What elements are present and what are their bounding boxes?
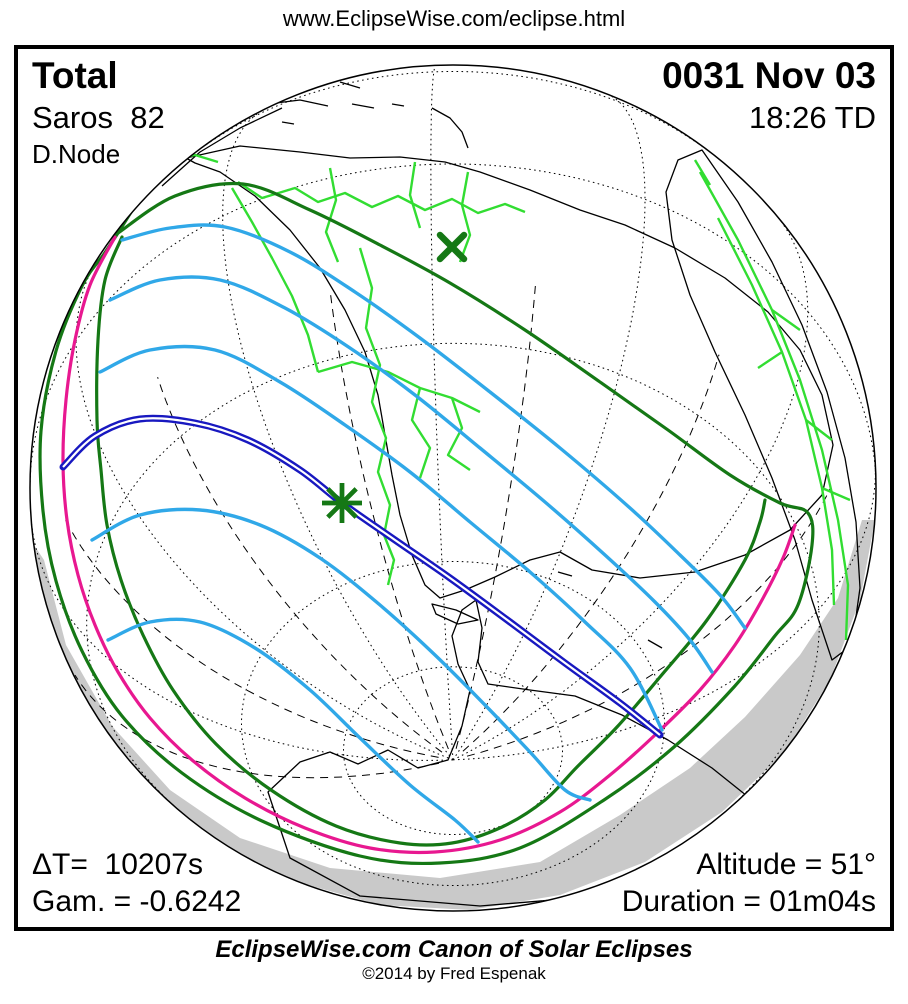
greatest-eclipse-center bbox=[336, 497, 348, 509]
eclipse-time-label: 18:26 TD bbox=[749, 100, 876, 135]
coast-falkland-islands bbox=[557, 571, 573, 577]
coast-hispaniola bbox=[351, 103, 375, 109]
penumbral-limit-north-loop bbox=[38, 181, 815, 866]
country-border bbox=[458, 171, 472, 263]
country-border bbox=[324, 167, 340, 263]
copyright-text: ©2014 by Fred Espenak bbox=[362, 964, 546, 983]
country-border bbox=[716, 217, 836, 606]
coast-south-america bbox=[185, 145, 834, 599]
night-region bbox=[34, 520, 875, 910]
gamma-label: Gam. = -0.6242 bbox=[32, 885, 242, 918]
country-border bbox=[757, 351, 783, 369]
saros-label: Saros 82 bbox=[32, 100, 165, 135]
country-border bbox=[693, 159, 712, 186]
magnitude-contour-3 bbox=[98, 344, 664, 732]
country-border bbox=[771, 309, 801, 331]
node-label: D.Node bbox=[32, 139, 121, 169]
country-border bbox=[358, 247, 396, 586]
globe-limb bbox=[29, 64, 877, 912]
coast-bahamas bbox=[339, 81, 361, 89]
magnitude-contour-5 bbox=[106, 617, 480, 844]
graticule-dashed bbox=[63, 283, 832, 779]
duration-label: Duration = 01m04s bbox=[621, 885, 876, 918]
coast-new-zealand-north bbox=[57, 799, 103, 831]
altitude-label: Altitude = 51° bbox=[696, 848, 876, 881]
country-border bbox=[805, 419, 833, 441]
coast-gulf-coast-inner bbox=[161, 107, 283, 187]
country-border bbox=[94, 168, 121, 180]
coast-lesser-antilles bbox=[431, 107, 469, 149]
coast-yucatan bbox=[119, 147, 153, 159]
magnitude-contour-2 bbox=[108, 275, 714, 674]
graticule bbox=[30, 65, 876, 886]
country-border bbox=[317, 360, 481, 414]
magnitude-contour-4 bbox=[90, 507, 592, 802]
country-border bbox=[821, 486, 851, 502]
country-border bbox=[410, 387, 432, 479]
coast-africa-limb bbox=[665, 149, 861, 661]
country-border bbox=[408, 161, 422, 229]
coast-jamaica bbox=[281, 121, 295, 125]
coast-tierra-del-fuego bbox=[431, 603, 479, 625]
magnitude-contour-1 bbox=[120, 223, 747, 630]
source-url-text: www.EclipseWise.com/eclipse.html bbox=[282, 6, 626, 31]
rise-set-curve bbox=[61, 235, 797, 855]
country-border bbox=[230, 187, 320, 373]
subsolar-point-marker bbox=[436, 231, 468, 263]
canon-title: EclipseWise.com Canon of Solar Eclipses bbox=[215, 936, 693, 963]
country-border bbox=[446, 397, 471, 471]
penumbral-limit-south bbox=[95, 235, 767, 847]
delta-t-label: ΔT= 10207s bbox=[32, 848, 203, 881]
eclipse-type-label: Total bbox=[32, 55, 118, 96]
country-border bbox=[237, 181, 526, 215]
eclipse-date-label: 0031 Nov 03 bbox=[662, 55, 876, 96]
country-border bbox=[698, 171, 850, 641]
coast-south-georgia bbox=[647, 639, 663, 649]
coast-puerto-rico bbox=[391, 103, 405, 107]
